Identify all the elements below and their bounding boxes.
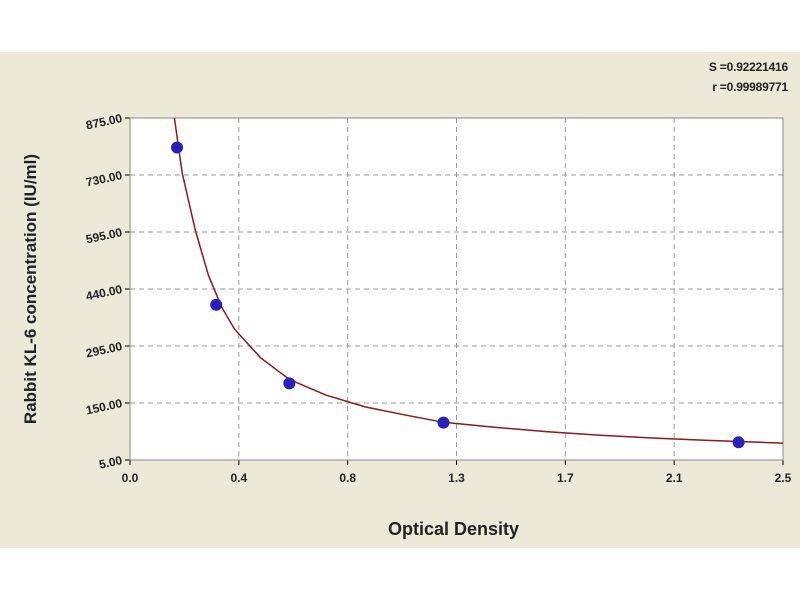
y-tick-label: 150.00: [85, 396, 124, 417]
x-tick-label: 1.3: [448, 471, 465, 485]
x-tick-label: 0.4: [230, 471, 247, 485]
y-tick-label: 5.00: [98, 453, 124, 472]
data-point: [732, 436, 745, 449]
y-tick-label: 595.00: [85, 225, 124, 246]
data-point: [437, 416, 450, 429]
plot-border: [129, 117, 784, 461]
r-statistic: r =0.99989771: [712, 80, 788, 94]
y-tick-label: 875.00: [85, 111, 124, 132]
y-tick-label: 295.00: [85, 339, 124, 360]
standard-curve-chart: 0.0 0.4 0.8 1.3 1.7 2.1 2.5 5.00 150.00 295.00 440…: [21, 111, 792, 539]
x-tick-label: 0.8: [339, 471, 356, 485]
x-tick-label: 2.5: [775, 471, 792, 485]
fit-curve: [173, 117, 783, 444]
y-tick-label: 730.00: [85, 168, 124, 189]
x-tick-label: 0.0: [122, 471, 139, 485]
chart-panel: S =0.92221416 r =0.99989771 0.0 0.4 0.8 1.3…: [0, 52, 800, 548]
data-point: [210, 298, 223, 311]
s-statistic: S =0.92221416: [708, 60, 788, 74]
x-tick-label: 1.7: [557, 471, 574, 485]
y-axis-label: Rabbit KL-6 concentration (IU/ml): [21, 154, 40, 424]
y-tick-label: 440.00: [85, 282, 124, 303]
data-point: [283, 377, 296, 390]
x-tick-label: 2.1: [666, 471, 683, 485]
x-axis-label: Optical Density: [388, 519, 519, 539]
data-point: [171, 141, 184, 154]
